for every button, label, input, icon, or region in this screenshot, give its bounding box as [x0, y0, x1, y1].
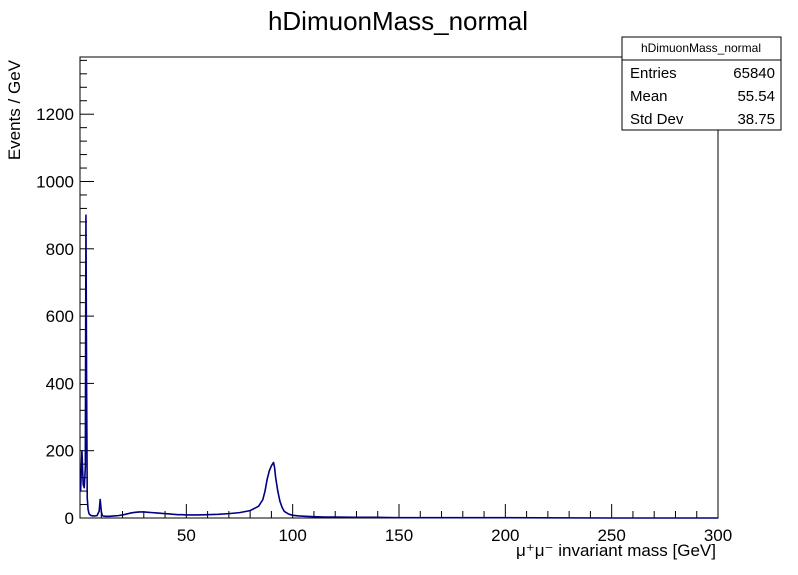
y-tick-label: 800: [46, 240, 74, 259]
x-tick-label: 200: [491, 526, 519, 545]
stats-box-title: hDimuonMass_normal: [641, 41, 761, 55]
y-tick-label: 600: [46, 307, 74, 326]
stats-box-frame: [621, 36, 782, 131]
x-tick-label: 50: [177, 526, 196, 545]
stats-label-stddev: Std Dev: [630, 111, 684, 128]
x-axis-label: μ⁺μ⁻ invariant mass [GeV]: [516, 541, 716, 560]
stats-label-mean: Mean: [630, 88, 668, 105]
series-layer: [79, 214, 718, 519]
y-axis-label: Events / GeV: [5, 59, 24, 160]
y-tick-label: 1000: [36, 173, 74, 192]
y-tick-label: 1200: [36, 105, 74, 124]
stats-value-entries: 65840: [733, 65, 775, 82]
y-tick-label: 0: [65, 509, 74, 528]
stats-box: hDimuonMass_normal Entries 65840 Mean 55…: [621, 36, 782, 131]
x-tick-label: 250: [597, 526, 625, 545]
x-tick-label: 300: [704, 526, 732, 545]
series-line: [79, 214, 718, 519]
x-tick-label: 150: [385, 526, 413, 545]
y-tick-label: 200: [46, 442, 74, 461]
x-tick-label: 100: [278, 526, 306, 545]
x-axis-ticks: 50 100 150 200 250 300: [79, 504, 732, 545]
chart-title: hDimuonMass_normal: [268, 6, 528, 36]
y-tick-label: 400: [46, 374, 74, 393]
stats-value-mean: 55.54: [737, 88, 775, 105]
y-axis-ticks: 0 200 400 600 800 1000 1200: [36, 59, 94, 528]
stats-value-stddev: 38.75: [737, 111, 775, 128]
stats-label-entries: Entries: [630, 65, 677, 82]
